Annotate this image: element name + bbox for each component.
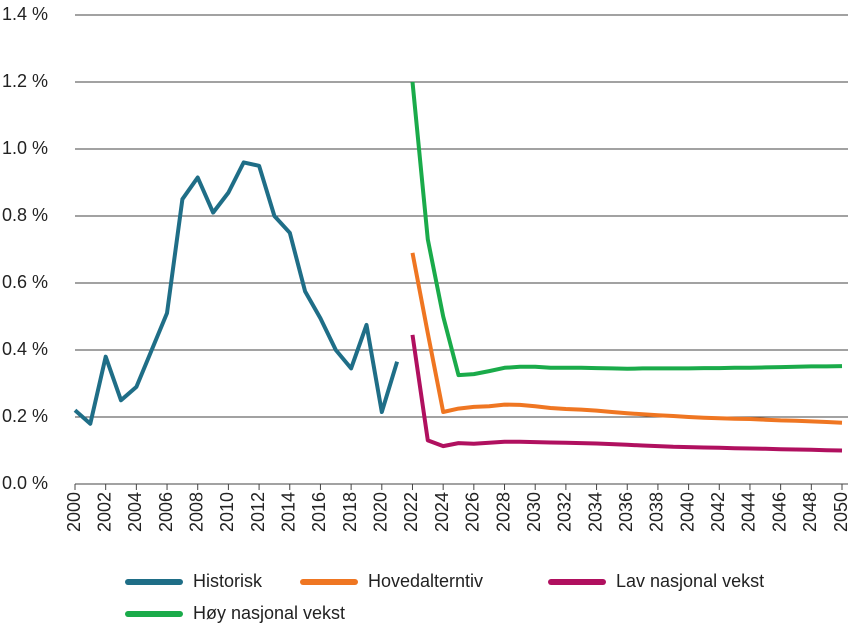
x-tick-label: 2018 <box>340 492 360 532</box>
x-tick-label: 2016 <box>309 492 329 532</box>
x-tick-label: 2024 <box>432 492 452 532</box>
y-tick-label: 0.2 % <box>2 406 48 426</box>
x-tick-label: 2046 <box>769 492 789 532</box>
x-tick-label: 2030 <box>524 492 544 532</box>
y-tick-label: 1.0 % <box>2 138 48 158</box>
x-tick-label: 2040 <box>677 492 697 532</box>
x-tick-label: 2006 <box>156 492 176 532</box>
x-tick-label: 2042 <box>708 492 728 532</box>
y-tick-label: 1.2 % <box>2 71 48 91</box>
x-tick-label: 2002 <box>94 492 114 532</box>
legend-label: Høy nasjonal vekst <box>193 603 345 623</box>
x-tick-label: 2036 <box>616 492 636 532</box>
x-tick-label: 2014 <box>279 492 299 532</box>
x-tick-label: 2044 <box>739 492 759 532</box>
legend-label: Lav nasjonal vekst <box>616 571 764 591</box>
x-tick-label: 2020 <box>371 492 391 532</box>
y-tick-label: 0.4 % <box>2 339 48 359</box>
y-tick-label: 0.8 % <box>2 205 48 225</box>
series-line <box>410 334 843 453</box>
x-tick-label: 2010 <box>217 492 237 532</box>
x-tick-label: 2008 <box>186 492 206 532</box>
x-tick-label: 2048 <box>800 492 820 532</box>
series-line <box>410 81 843 378</box>
series-line <box>410 252 843 425</box>
x-tick-label: 2012 <box>248 492 268 532</box>
x-tick-label: 2028 <box>493 492 513 532</box>
x-tick-label: 2004 <box>125 492 145 532</box>
legend-label: Historisk <box>193 571 263 591</box>
y-tick-label: 0.6 % <box>2 272 48 292</box>
series-line <box>73 160 400 426</box>
y-tick-label: 1.4 % <box>2 4 48 24</box>
x-tick-label: 2000 <box>64 492 84 532</box>
x-tick-label: 2032 <box>555 492 575 532</box>
y-tick-label: 0.0 % <box>2 473 48 493</box>
x-tick-label: 2022 <box>401 492 421 532</box>
x-tick-label: 2026 <box>463 492 483 532</box>
x-tick-label: 2034 <box>585 492 605 532</box>
x-tick-label: 2050 <box>831 492 851 532</box>
x-tick-label: 2038 <box>647 492 667 532</box>
legend-label: Hovedalterntiv <box>368 571 483 591</box>
